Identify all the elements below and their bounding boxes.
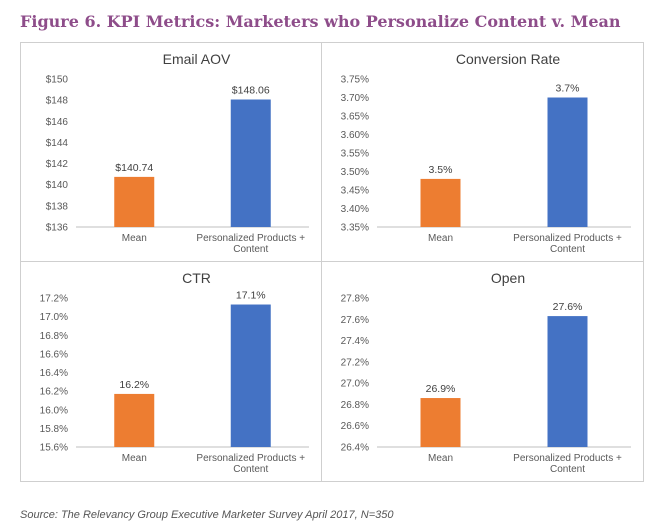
x-tick-label: Content (550, 244, 585, 255)
y-tick-label: $142 (46, 159, 69, 170)
data-label: 16.2% (119, 379, 149, 391)
y-tick-label: $148 (46, 96, 69, 107)
bar-mean (420, 398, 461, 447)
y-tick-label: 3.75% (341, 75, 369, 86)
bar-personalized (230, 99, 271, 227)
chart-title: CTR (182, 270, 211, 286)
y-tick-label: $146 (46, 117, 69, 128)
bar-mean (114, 176, 155, 227)
x-tick-label: Mean (428, 453, 453, 464)
y-tick-label: 16.6% (40, 349, 68, 360)
y-tick-label: 3.65% (341, 112, 369, 123)
y-tick-label: 17.2% (40, 294, 68, 305)
x-tick-label: Personalized Products + (196, 233, 305, 244)
y-tick-label: 15.8% (40, 424, 68, 435)
x-tick-label: Personalized Products + (513, 233, 622, 244)
y-tick-label: 3.45% (341, 186, 369, 197)
y-tick-label: $136 (46, 223, 69, 234)
data-label: 26.9% (426, 383, 456, 395)
chart-title: Open (491, 270, 525, 286)
y-tick-label: 17.0% (40, 312, 68, 323)
open-chart-svg: Open 26.4% 26.6% 26.8% 27.0% 27.2% 27.4% 27.6% 2… (341, 270, 631, 475)
y-tick-label: 27.2% (341, 357, 369, 368)
chart-grid (20, 42, 644, 482)
x-tick-label: Mean (428, 233, 453, 244)
y-tick-label: $144 (46, 138, 69, 149)
figure-title: Figure 6. KPI Metrics: Marketers who Per… (20, 12, 621, 31)
chart-conversion-rate: Conversion Rate 3.35% 3.40% 3.45% 3.50% 3.55%… (322, 43, 633, 262)
y-tick-label: 3.70% (341, 93, 369, 104)
x-tick-label: Content (550, 464, 585, 475)
data-label: 3.7% (556, 83, 580, 95)
y-tick-label: 16.8% (40, 331, 68, 342)
data-label: $148.06 (232, 85, 270, 97)
bar-mean (420, 178, 461, 227)
y-tick-label: $138 (46, 201, 69, 212)
y-tick-label: 3.60% (341, 130, 369, 141)
data-label: 27.6% (553, 301, 583, 313)
y-tick-label: 16.0% (40, 405, 68, 416)
chart-email-aov: Email AOV $136 $138 $140 $142 $144 $146 $148 $15… (21, 43, 332, 262)
x-tick-label: Mean (122, 233, 147, 244)
bar-mean (114, 393, 155, 447)
y-tick-label: 26.8% (341, 400, 369, 411)
y-tick-label: 16.2% (40, 387, 68, 398)
x-tick-label: Content (233, 244, 268, 255)
y-tick-label: 27.6% (341, 315, 369, 326)
data-label: $140.74 (115, 162, 153, 174)
data-label: 3.5% (429, 164, 453, 176)
panel-divider-horizontal (20, 261, 644, 262)
conversion-rate-chart-svg: Conversion Rate 3.35% 3.40% 3.45% 3.50% 3.55%… (341, 51, 631, 255)
bar-personalized (547, 316, 588, 447)
y-tick-label: 15.6% (40, 443, 68, 454)
chart-title: Email AOV (163, 51, 231, 67)
y-tick-label: 3.50% (341, 167, 369, 178)
chart-open: Open 26.4% 26.6% 26.8% 27.0% 27.2% 27.4% 27.6% 2… (322, 262, 633, 481)
x-tick-label: Personalized Products + (513, 453, 622, 464)
y-tick-label: 27.4% (341, 336, 369, 347)
y-tick-label: 27.8% (341, 294, 369, 305)
y-tick-label: $140 (46, 180, 69, 191)
chart-title: Conversion Rate (456, 51, 560, 67)
bar-personalized (547, 97, 588, 227)
chart-ctr: CTR 15.6% 15.8% 16.0% 16.2% 16.4% 16.6% 16.8% 17… (21, 262, 332, 481)
y-tick-label: 3.55% (341, 149, 369, 160)
x-tick-label: Content (233, 464, 268, 475)
y-tick-label: 3.35% (341, 223, 369, 234)
y-tick-label: 27.0% (341, 379, 369, 390)
ctr-chart-svg: CTR 15.6% 15.8% 16.0% 16.2% 16.4% 16.6% 16.8% 17… (40, 270, 309, 475)
data-label: 17.1% (236, 290, 266, 302)
x-tick-label: Mean (122, 453, 147, 464)
x-tick-label: Personalized Products + (196, 453, 305, 464)
panel-divider-vertical (321, 42, 322, 482)
bar-personalized (230, 304, 271, 447)
y-tick-label: $150 (46, 75, 69, 86)
y-tick-label: 26.6% (341, 421, 369, 432)
email-aov-chart-svg: Email AOV $136 $138 $140 $142 $144 $146 $148 $15… (46, 51, 309, 255)
source-note: Source: The Relevancy Group Executive Ma… (20, 509, 394, 521)
y-tick-label: 16.4% (40, 368, 68, 379)
y-tick-label: 3.40% (341, 204, 369, 215)
y-tick-label: 26.4% (341, 443, 369, 454)
